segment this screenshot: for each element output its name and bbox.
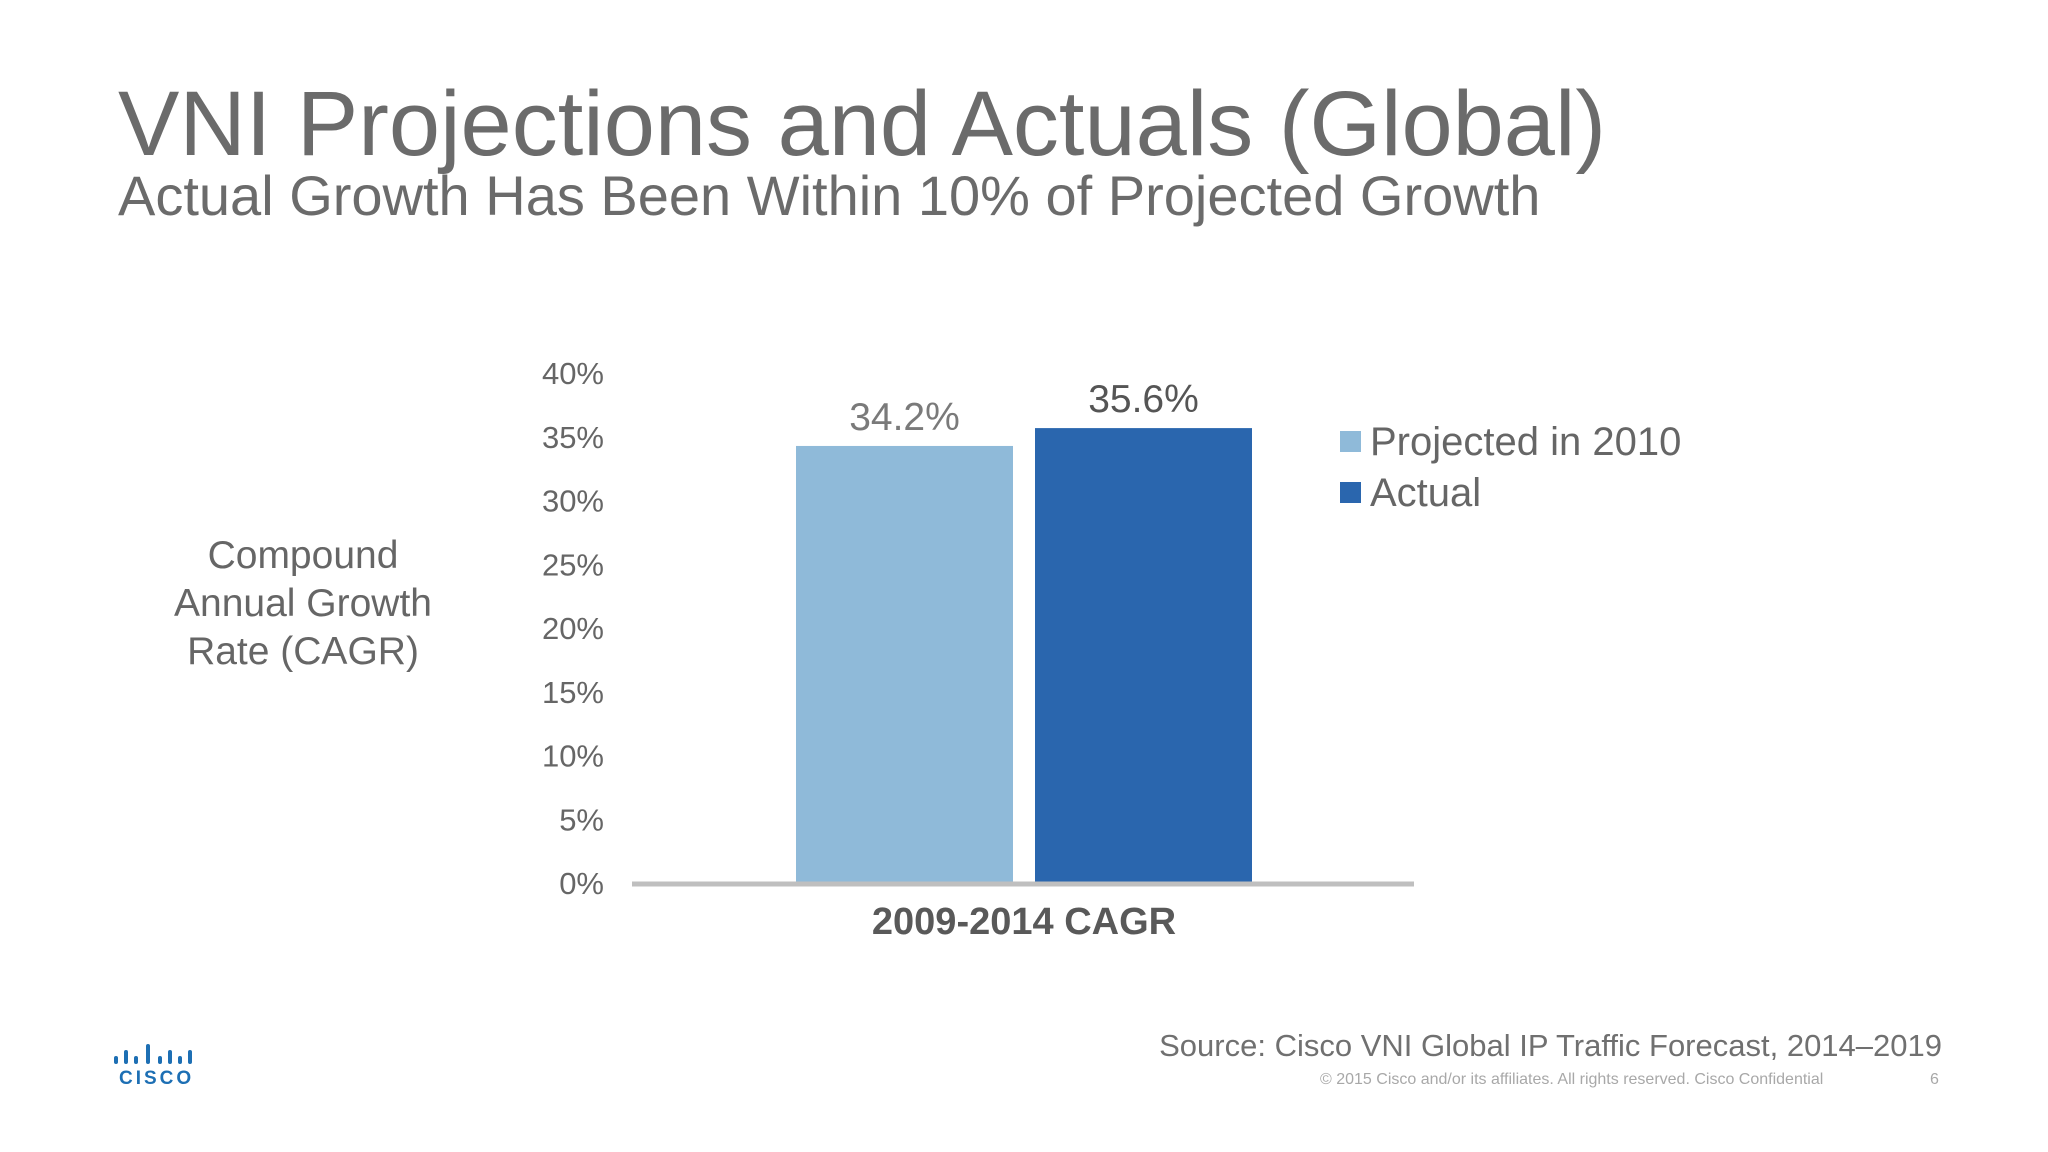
legend-item-projected: Projected in 2010 bbox=[1340, 416, 1681, 467]
y-tick-label: 35% bbox=[542, 420, 604, 455]
legend-label-actual: Actual bbox=[1370, 470, 1482, 515]
y-tick-label: 40% bbox=[542, 356, 604, 391]
slide-title: VNI Projections and Actuals (Global) bbox=[118, 73, 1607, 175]
bar-data-label: 35.6% bbox=[1088, 378, 1199, 421]
bar-actual bbox=[1035, 428, 1252, 882]
bar-data-label: 34.2% bbox=[849, 396, 960, 439]
page-number: 6 bbox=[1930, 1071, 1939, 1088]
y-tick-label: 15% bbox=[542, 675, 604, 710]
legend-item-actual: Actual bbox=[1340, 467, 1681, 518]
y-tick-label: 10% bbox=[542, 739, 604, 774]
y-tick-label: 0% bbox=[559, 866, 604, 901]
chart-legend: Projected in 2010 Actual bbox=[1340, 416, 1681, 518]
x-category-label: 2009-2014 CAGR bbox=[872, 901, 1176, 943]
y-tick-label: 25% bbox=[542, 547, 604, 582]
y-axis-label: Compound Annual Growth Rate (CAGR) bbox=[174, 534, 432, 673]
y-tick-label: 30% bbox=[542, 484, 604, 519]
bar-projected-in-2010 bbox=[796, 445, 1013, 882]
legend-swatch-actual bbox=[1340, 482, 1361, 503]
y-tick-label: 5% bbox=[559, 802, 604, 837]
source-note: Source: Cisco VNI Global IP Traffic Fore… bbox=[1159, 1028, 1942, 1063]
cisco-logo-text: CISCO bbox=[119, 1068, 195, 1089]
copyright-footer: © 2015 Cisco and/or its affiliates. All … bbox=[1320, 1071, 1824, 1088]
legend-swatch-projected bbox=[1340, 431, 1361, 452]
slide-subtitle: Actual Growth Has Been Within 10% of Pro… bbox=[118, 164, 1541, 227]
legend-label-projected: Projected in 2010 bbox=[1370, 419, 1682, 464]
y-tick-label: 20% bbox=[542, 611, 604, 646]
cisco-logo-icon bbox=[114, 1044, 192, 1064]
